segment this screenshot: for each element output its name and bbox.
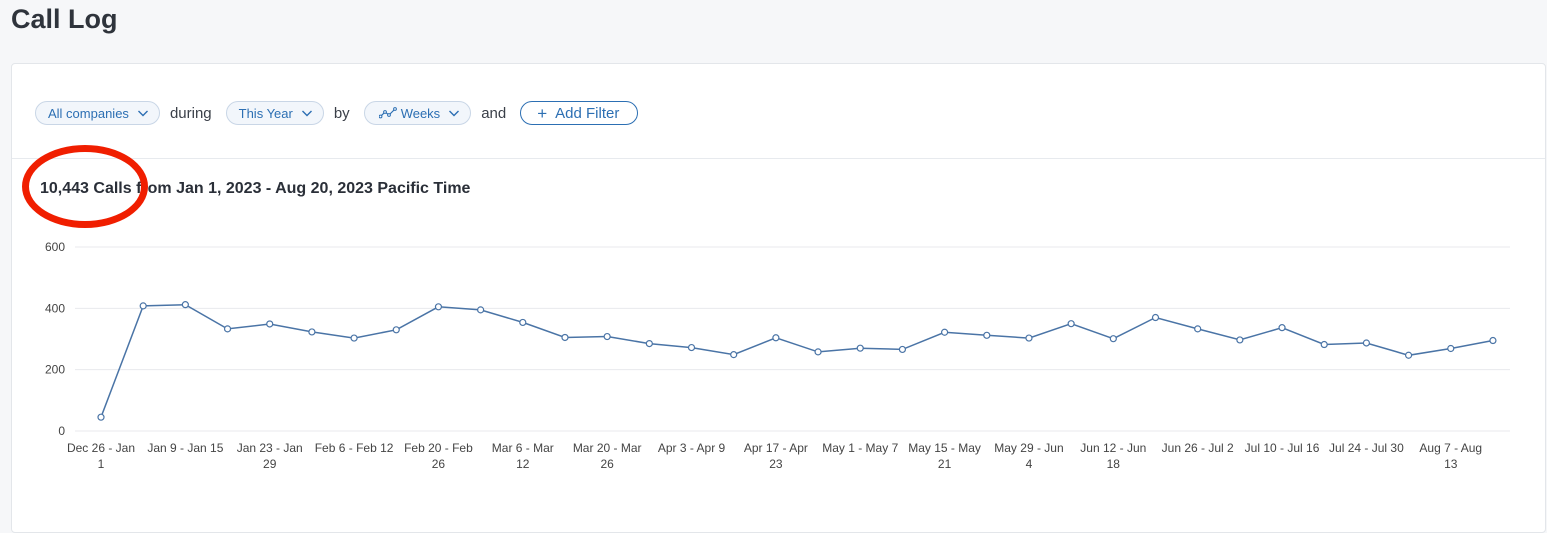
y-tick-label: 0	[58, 424, 65, 438]
y-tick-label: 600	[45, 240, 65, 254]
during-text: during	[169, 104, 212, 122]
x-tick-label: Feb 20 - Feb	[404, 441, 473, 455]
data-point	[1194, 325, 1202, 333]
data-point	[1025, 334, 1033, 342]
data-point	[97, 413, 105, 421]
data-point	[898, 345, 907, 354]
data-point	[1489, 336, 1497, 345]
x-tick-label: Jul 10 - Jul 16	[1245, 441, 1320, 455]
x-tick-label: 21	[938, 457, 952, 471]
page-title: Call Log	[11, 4, 118, 34]
data-point	[434, 303, 443, 311]
data-point	[1404, 351, 1413, 359]
data-point	[1109, 335, 1117, 343]
data-point	[1151, 313, 1160, 322]
x-tick-label: May 15 - May	[908, 441, 981, 455]
x-tick-label: 23	[769, 457, 783, 471]
company-filter-dropdown[interactable]: All companies	[35, 101, 160, 125]
data-point	[1278, 324, 1286, 332]
call-log-card: All companies during This Year by Weeks …	[11, 63, 1546, 533]
y-tick-label: 200	[45, 363, 65, 377]
x-tick-label: Jun 12 - Jun	[1080, 441, 1146, 455]
x-tick-label: 1	[98, 457, 105, 471]
data-point	[1362, 339, 1371, 347]
chevron-down-icon	[137, 110, 148, 117]
data-point	[477, 306, 485, 314]
data-point	[392, 326, 400, 334]
interval-filter-label: Weeks	[400, 105, 441, 121]
company-filter-label: All companies	[48, 105, 129, 121]
x-tick-label: 29	[263, 457, 277, 471]
x-tick-label: Dec 26 - Jan	[67, 441, 135, 455]
data-point	[181, 301, 189, 309]
data-point	[350, 334, 358, 342]
data-point	[603, 332, 611, 341]
data-point	[561, 333, 569, 342]
period-filter-dropdown[interactable]: This Year	[225, 101, 324, 125]
data-point	[1320, 340, 1328, 349]
by-text: by	[333, 104, 350, 122]
data-point	[1067, 320, 1075, 328]
series-line	[100, 303, 1494, 418]
x-tick-label: Aug 7 - Aug	[1419, 441, 1482, 455]
calls-line-chart: 0 200 400 600 Dec 26 - Jan 1 Jan 9 - Jan 15 Jan…	[45, 240, 1510, 471]
data-point	[223, 325, 232, 333]
data-point	[814, 348, 822, 356]
data-point	[687, 343, 696, 352]
data-point	[772, 334, 780, 342]
add-filter-button[interactable]: + Add Filter	[520, 101, 639, 125]
x-tick-label: 12	[516, 457, 530, 471]
x-tick-label: 13	[1444, 457, 1458, 471]
data-point	[266, 320, 274, 328]
data-point	[730, 351, 738, 359]
x-tick-label: Jul 24 - Jul 30	[1329, 441, 1404, 455]
x-tick-label: Apr 17 - Apr	[744, 441, 808, 455]
y-tick-label: 400	[45, 301, 65, 315]
interval-filter-dropdown[interactable]: Weeks	[363, 101, 472, 125]
data-point	[519, 318, 527, 327]
plus-icon: +	[537, 103, 548, 123]
x-tick-label: Feb 6 - Feb 12	[315, 441, 394, 455]
x-tick-label: Jan 9 - Jan 15	[147, 441, 223, 455]
data-point	[308, 328, 316, 336]
x-tick-label: Mar 6 - Mar	[492, 441, 554, 455]
filter-bar: All companies during This Year by Weeks …	[35, 100, 639, 126]
x-tick-label: Mar 20 - Mar	[573, 441, 642, 455]
data-point	[1236, 336, 1244, 344]
add-filter-label: Add Filter	[555, 104, 620, 122]
data-point	[983, 331, 991, 339]
x-tick-label: May 29 - Jun	[994, 441, 1063, 455]
period-filter-label: This Year	[238, 105, 293, 121]
x-tick-label: Apr 3 - Apr 9	[658, 441, 726, 455]
x-tick-label: Jun 26 - Jul 2	[1162, 441, 1234, 455]
data-point	[645, 340, 653, 348]
data-point	[139, 302, 147, 310]
data-point	[856, 344, 864, 352]
data-point	[1447, 344, 1455, 353]
x-tick-label: 18	[1107, 457, 1121, 471]
x-tick-label: May 1 - May 7	[822, 441, 898, 455]
and-text: and	[481, 104, 507, 122]
x-tick-label: 26	[432, 457, 446, 471]
x-tick-label: 26	[600, 457, 614, 471]
x-tick-label: Jan 23 - Jan	[237, 441, 303, 455]
line-chart-icon	[378, 107, 397, 119]
data-point	[940, 328, 949, 336]
section-divider	[12, 158, 1545, 159]
chevron-down-icon	[301, 110, 312, 117]
chevron-down-icon	[449, 110, 460, 117]
x-tick-label: 4	[1026, 457, 1033, 471]
